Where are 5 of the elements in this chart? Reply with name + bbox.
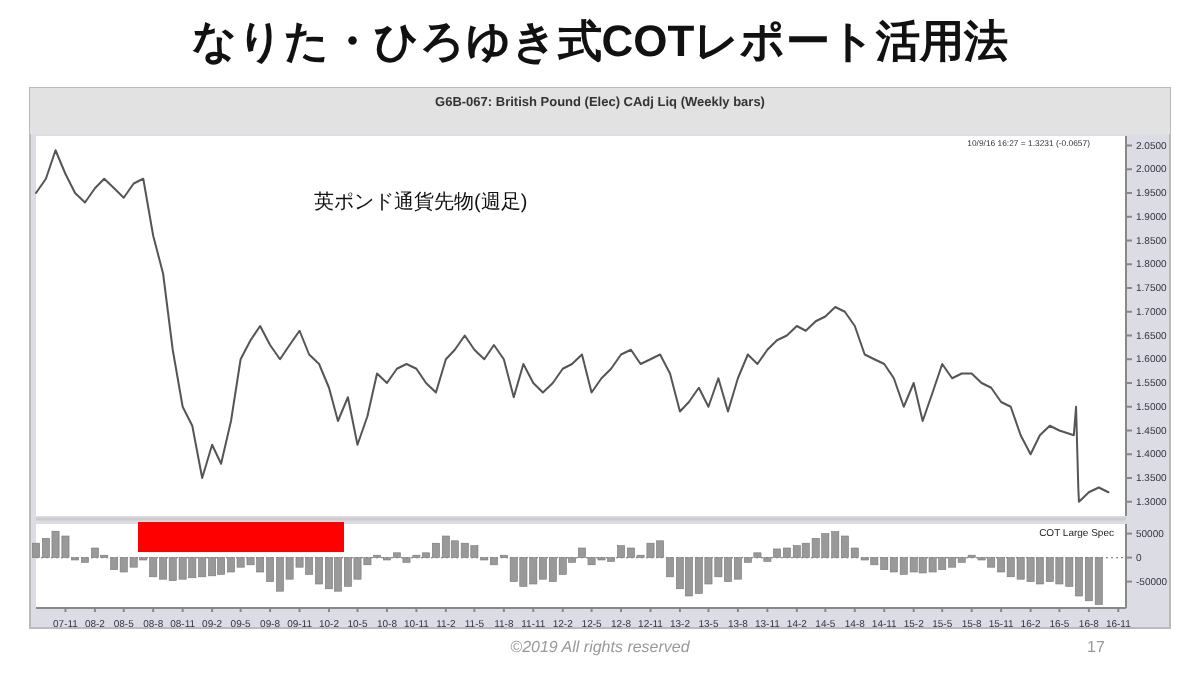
chart-title: なりた・ひろゆき式COTレポート活用法 [191,16,1009,66]
line-series [35,149,1110,503]
annotation: 英ポンド通貨先物(週足) [314,190,528,214]
text: 17 [1087,638,1106,656]
text: ©2019 All rights reserved [510,638,691,656]
